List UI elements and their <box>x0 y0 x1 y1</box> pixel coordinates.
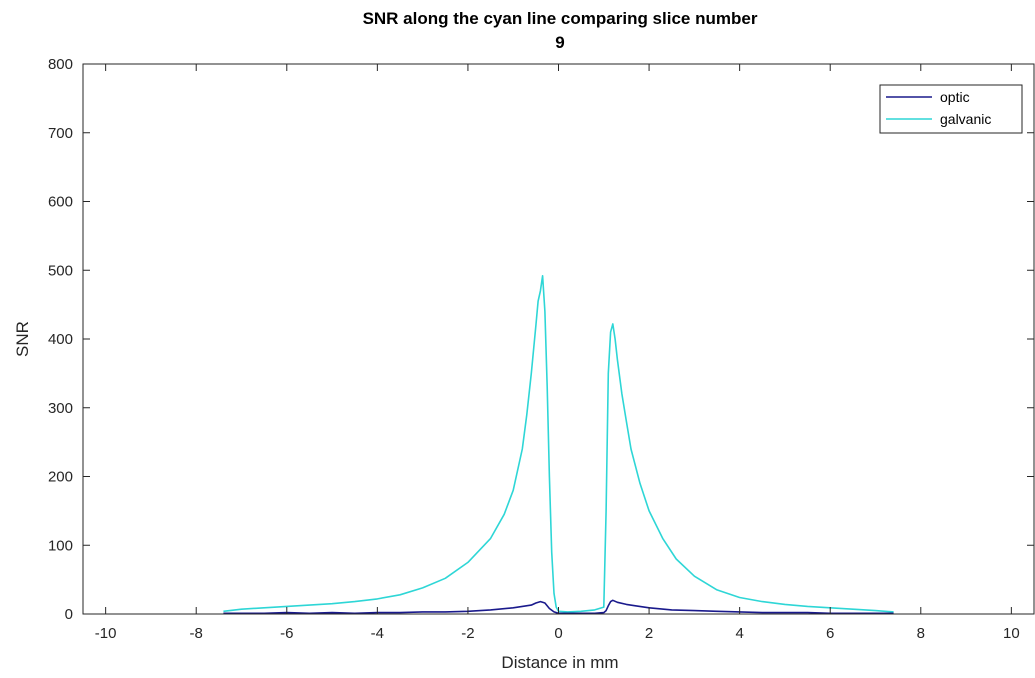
y-tick-label: 700 <box>48 125 73 142</box>
series-line-galvanic <box>223 274 894 613</box>
x-tick-label: 4 <box>735 625 743 642</box>
y-tick-label: 200 <box>48 469 73 486</box>
chart-title-line-2: 9 <box>555 33 564 52</box>
x-tick-label: -10 <box>95 625 117 642</box>
x-tick-label: -2 <box>461 625 474 642</box>
x-tick-label: 0 <box>554 625 562 642</box>
x-axis-label: Distance in mm <box>501 653 618 672</box>
legend: optic galvanic <box>879 84 1023 134</box>
series-layer <box>223 274 894 615</box>
y-tick-label: 300 <box>48 400 73 417</box>
x-tick-label: -4 <box>371 625 384 642</box>
y-tick-label: 400 <box>48 331 73 348</box>
x-tick-label: 10 <box>1003 625 1020 642</box>
y-tick-label: 800 <box>48 56 73 73</box>
plot-area <box>83 64 1034 614</box>
x-tick-label: 8 <box>917 625 925 642</box>
chart-title-line-1: SNR along the cyan line comparing slice … <box>363 9 758 28</box>
y-axis-ticks: 0 100 200 300 400 500 600 700 800 <box>48 56 1034 623</box>
y-axis-label: SNR <box>13 321 32 357</box>
x-tick-label: 2 <box>645 625 653 642</box>
x-tick-label: -8 <box>190 625 203 642</box>
legend-box <box>879 84 1023 134</box>
y-tick-label: 100 <box>48 537 73 554</box>
y-tick-label: 600 <box>48 194 73 211</box>
legend-entry-optic: optic <box>940 89 970 105</box>
y-tick-label: 500 <box>48 262 73 279</box>
x-axis-ticks: -10 -8 -6 -4 -2 0 2 4 6 8 10 <box>95 64 1020 642</box>
y-tick-label: 0 <box>65 606 73 623</box>
series-line-optic <box>223 599 894 615</box>
x-tick-label: -6 <box>280 625 293 642</box>
x-tick-label: 6 <box>826 625 834 642</box>
legend-entry-galvanic: galvanic <box>940 111 991 127</box>
